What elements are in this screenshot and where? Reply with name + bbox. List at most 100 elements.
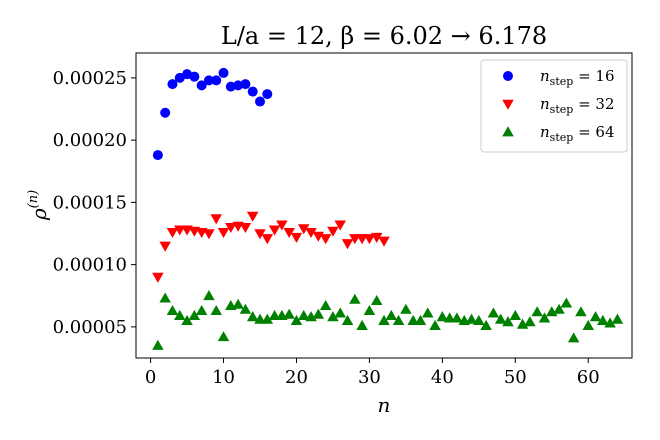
data-point xyxy=(334,307,346,318)
data-point xyxy=(553,303,565,314)
y-tick-label: 0.00015 xyxy=(53,192,127,213)
series-1 xyxy=(152,67,273,161)
legend-label-main: n xyxy=(540,67,550,85)
data-point xyxy=(604,317,616,328)
data-point xyxy=(254,229,266,240)
data-point xyxy=(378,314,390,325)
legend-label-sub: step xyxy=(550,103,574,116)
plot-area xyxy=(135,52,633,359)
legend-label-value: = 32 xyxy=(573,95,614,113)
data-point xyxy=(290,314,303,325)
legend-box xyxy=(480,59,628,153)
data-point xyxy=(283,227,295,239)
data-point xyxy=(246,311,259,322)
data-point xyxy=(276,220,288,231)
data-point xyxy=(255,96,265,107)
data-point xyxy=(152,150,163,161)
data-point xyxy=(487,307,500,318)
data-point xyxy=(290,232,303,243)
data-point xyxy=(261,234,274,245)
data-point xyxy=(582,319,594,330)
data-point xyxy=(378,236,390,247)
data-point xyxy=(480,319,492,330)
data-point xyxy=(167,79,178,90)
data-point xyxy=(611,313,624,324)
data-point xyxy=(174,225,186,236)
data-point xyxy=(370,294,383,306)
data-point xyxy=(356,234,368,245)
data-point xyxy=(349,293,361,304)
legend-label: nstep = 32 xyxy=(540,95,615,116)
data-point xyxy=(283,308,295,319)
data-point xyxy=(218,67,229,78)
data-point xyxy=(217,331,230,342)
y-tick-label: 0.00010 xyxy=(53,255,127,276)
data-point xyxy=(239,222,252,234)
plot-frame xyxy=(135,52,633,359)
data-point xyxy=(189,71,200,82)
data-point xyxy=(305,227,317,239)
data-point xyxy=(319,299,332,311)
legend-marker xyxy=(503,71,513,81)
x-tick-label: 10 xyxy=(212,367,235,388)
data-point xyxy=(298,224,310,235)
data-point xyxy=(239,303,252,314)
legend-label: nstep = 16 xyxy=(540,67,615,88)
data-point xyxy=(210,304,222,316)
y-axis-label: ρ(n) xyxy=(26,190,51,221)
data-point xyxy=(473,314,485,325)
y-tick-label: 0.00020 xyxy=(53,130,127,151)
data-point xyxy=(247,86,258,97)
data-point xyxy=(195,304,208,316)
data-point xyxy=(356,319,368,330)
x-tick-label: 0 xyxy=(145,367,156,388)
data-point xyxy=(268,225,281,236)
legend-label-main: n xyxy=(540,123,550,141)
data-point xyxy=(334,220,346,231)
data-point xyxy=(203,290,215,301)
data-point xyxy=(210,214,222,225)
data-point xyxy=(217,227,230,239)
data-point xyxy=(246,211,259,222)
data-point xyxy=(385,309,398,320)
legend-label-value: = 16 xyxy=(573,67,614,85)
y-axis: 0.00005 0.00010 0.00015 0.00020 0.00025 xyxy=(53,68,136,338)
data-point xyxy=(414,314,427,325)
data-point xyxy=(422,307,434,318)
data-point xyxy=(262,89,273,100)
data-point xyxy=(451,312,463,323)
data-point xyxy=(211,75,222,86)
data-point xyxy=(166,227,179,239)
legend-label-sub: step xyxy=(550,131,574,144)
data-point xyxy=(363,304,376,316)
data-point xyxy=(298,309,310,320)
series-2 xyxy=(152,211,390,283)
legend-label-sub: step xyxy=(550,75,574,88)
series-3 xyxy=(152,290,624,350)
data-point xyxy=(188,309,201,320)
x-tick-label: 40 xyxy=(431,367,454,388)
data-point xyxy=(370,232,383,243)
y-axis-label-main: ρ xyxy=(27,208,51,221)
data-point xyxy=(597,314,609,325)
data-point xyxy=(436,311,449,322)
x-tick-label: 50 xyxy=(504,367,527,388)
data-point xyxy=(407,314,419,325)
data-point xyxy=(531,306,543,317)
data-point xyxy=(232,298,244,309)
data-point xyxy=(203,75,214,86)
data-point xyxy=(349,234,361,245)
data-point xyxy=(159,292,171,303)
data-point xyxy=(494,313,507,324)
data-point xyxy=(429,319,441,330)
data-point xyxy=(254,313,266,324)
legend-marker xyxy=(502,126,514,137)
x-axis-label: n xyxy=(378,393,391,417)
data-point xyxy=(538,312,551,323)
data-point xyxy=(152,272,164,283)
x-axis: 0 10 20 30 40 50 60 xyxy=(145,358,600,388)
data-point xyxy=(465,313,478,324)
data-point xyxy=(524,316,536,327)
